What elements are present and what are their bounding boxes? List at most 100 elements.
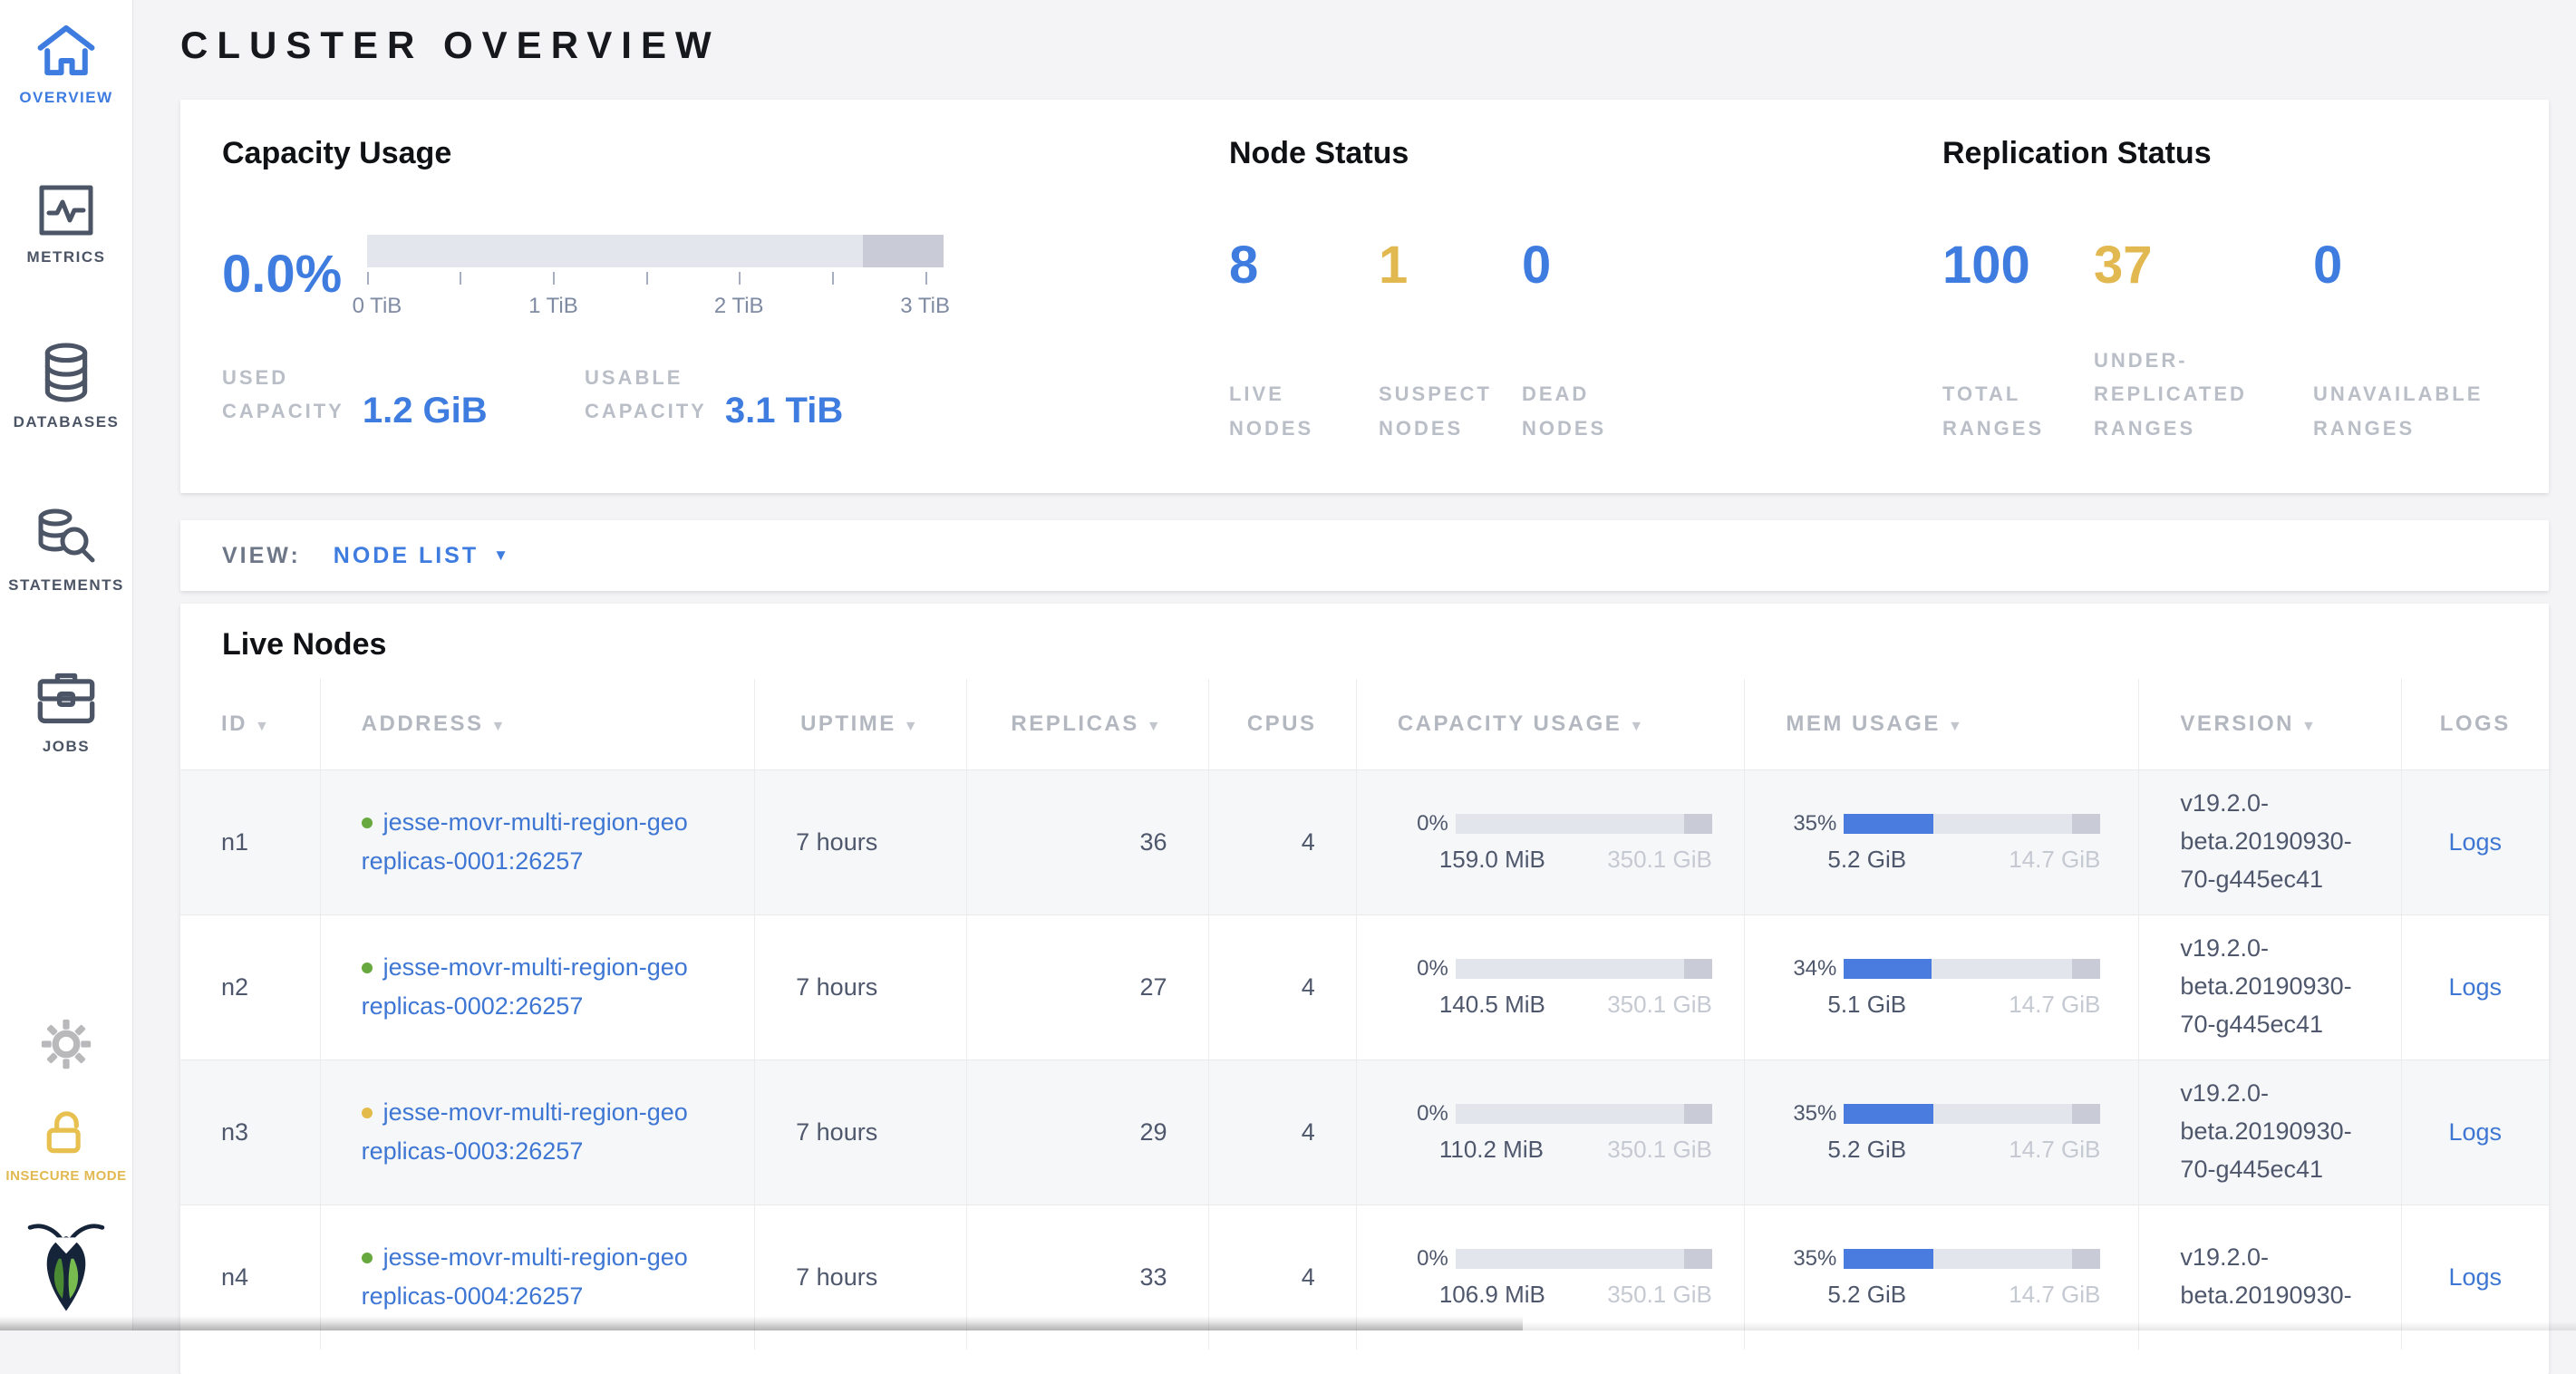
metrics-icon (37, 183, 95, 237)
node-status-title: Node Status (1228, 136, 1409, 170)
sidebar-item-metrics[interactable]: METRICS (0, 183, 132, 266)
sidebar: OVERVIEW METRICS DATABASES (0, 0, 133, 1330)
view-selector-bar: VIEW: NODE LIST ▼ (180, 520, 2549, 591)
logs-link[interactable]: Logs (2448, 972, 2502, 1001)
node-address-cell: jesse-movr-multi-region-geo replicas-000… (320, 1060, 756, 1205)
node-health-dot (361, 1107, 373, 1118)
node-status-section: Node Status 8 LIVE NODES 1 SUSPECT NODES (1229, 100, 1942, 493)
sidebar-item-overview[interactable]: OVERVIEW (0, 22, 132, 107)
table-row-n3: n3 jesse-movr-multi-region-geo replicas-… (180, 1060, 2549, 1205)
capacity-usage-section: Capacity Usage 0.0% 0 TiB (180, 100, 1229, 493)
node-health-dot (361, 817, 373, 828)
sidebar-item-databases[interactable]: DATABASES (0, 343, 132, 431)
replication-status-section: Replication Status 100 TOTAL RANGES 37 U… (1942, 100, 2549, 493)
column-header-capacity-usage[interactable]: CAPACITY USAGE ▼ (1356, 679, 1746, 769)
sidebar-item-label: METRICS (26, 248, 106, 266)
node-cpus: 4 (1208, 769, 1357, 914)
node-cpus: 4 (1208, 914, 1357, 1060)
node-id: n4 (180, 1205, 321, 1350)
sort-icon: ▼ (1629, 718, 1646, 734)
used-capacity-value: 1.2 GiB (362, 390, 488, 431)
view-dropdown[interactable]: NODE LIST (333, 542, 479, 568)
capacity-usage-title: Capacity Usage (222, 136, 452, 170)
sort-icon: ▼ (2300, 718, 2319, 734)
sort-icon: ▼ (1947, 718, 1965, 734)
node-replicas: 27 (966, 914, 1209, 1060)
column-header-address[interactable]: ADDRESS ▼ (320, 679, 756, 769)
node-memory-cell: 35% 5.2 GiB 14.7 GiB (1744, 1205, 2140, 1350)
node-address-link[interactable]: jesse-movr-multi-region-geo (383, 808, 688, 836)
logs-link[interactable]: Logs (2448, 1263, 2502, 1291)
total-ranges-stat: 100 TOTAL RANGES (1942, 236, 2045, 440)
column-header-replicas[interactable]: REPLICAS ▼ (966, 679, 1209, 769)
cockroachdb-logo[interactable] (26, 1216, 106, 1316)
chevron-down-icon[interactable]: ▼ (493, 547, 508, 564)
sidebar-item-label: JOBS (42, 738, 91, 755)
cluster-summary-panel: Capacity Usage 0.0% 0 TiB (180, 100, 2549, 493)
sidebar-item-label: OVERVIEW (19, 89, 113, 106)
node-memory-cell: 35% 5.2 GiB 14.7 GiB (1744, 769, 2140, 914)
sort-icon: ▼ (255, 718, 272, 734)
logs-link[interactable]: Logs (2448, 827, 2502, 856)
used-capacity-stat: USED CAPACITY 1.2 GiB (222, 361, 585, 431)
capacity-percent: 0.0% (222, 245, 343, 304)
home-icon (34, 22, 98, 78)
usable-capacity-value: 3.1 TiB (724, 390, 844, 431)
node-address-link[interactable]: jesse-movr-multi-region-geo (383, 1098, 688, 1126)
open-lock-icon (39, 1105, 93, 1159)
replication-status-title: Replication Status (1942, 136, 2212, 170)
sidebar-footer: INSECURE MODE (0, 1018, 132, 1330)
sidebar-item-jobs[interactable]: JOBS (0, 671, 132, 756)
live-nodes-title: Live Nodes (222, 627, 387, 662)
capacity-axis: 0 TiB 1 TiB 2 TiB 3 TiB (353, 272, 950, 318)
settings-button[interactable] (0, 1018, 132, 1070)
node-address-cell: jesse-movr-multi-region-geo replicas-000… (320, 769, 756, 914)
node-version: v19.2.0- beta.20190930- (2138, 1205, 2403, 1350)
node-health-dot (361, 1253, 373, 1264)
capacity-meter-reserved (862, 235, 944, 267)
node-address-link[interactable]: jesse-movr-multi-region-geo (383, 953, 688, 981)
sort-icon: ▼ (903, 718, 921, 734)
node-logs-cell: Logs (2402, 1060, 2549, 1205)
usable-capacity-stat: USABLE CAPACITY 3.1 TiB (585, 361, 844, 431)
node-logs-cell: Logs (2402, 1205, 2549, 1350)
insecure-mode-indicator[interactable]: INSECURE MODE (0, 1105, 132, 1184)
sidebar-item-label: DATABASES (13, 413, 120, 431)
logs-link[interactable]: Logs (2448, 1118, 2502, 1146)
mem-usage-meter: 34% 5.1 GiB 14.7 GiB (1793, 955, 2101, 1018)
sidebar-item-label: STATEMENTS (8, 576, 124, 594)
node-uptime: 7 hours (754, 769, 967, 914)
column-header-cpus[interactable]: CPUS (1208, 679, 1357, 769)
node-address-link[interactable]: replicas-0001:26257 (361, 847, 584, 875)
column-header-mem-usage[interactable]: MEM USAGE ▼ (1744, 679, 2140, 769)
node-version: v19.2.0- beta.20190930- 70-g445ec41 (2138, 1060, 2403, 1205)
capacity-bar-chart: 0 TiB 1 TiB 2 TiB 3 TiB (353, 235, 956, 318)
insecure-mode-label: INSECURE MODE (5, 1168, 127, 1184)
database-icon (40, 343, 92, 402)
node-address-link[interactable]: replicas-0004:26257 (361, 1282, 584, 1311)
node-address-link[interactable]: replicas-0002:26257 (361, 992, 584, 1020)
column-header-version[interactable]: VERSION ▼ (2138, 679, 2403, 769)
gear-icon (40, 1018, 92, 1070)
under-replicated-ranges-stat: 37 UNDER- REPLICATED RANGES (2094, 236, 2247, 440)
usable-capacity-label: USABLE CAPACITY (585, 366, 707, 423)
axis-tick-label: 0 TiB (352, 294, 402, 318)
suspect-nodes-stat: 1 SUSPECT NODES (1378, 236, 1492, 440)
sidebar-item-statements[interactable]: STATEMENTS (0, 508, 132, 595)
node-memory-cell: 34% 5.1 GiB 14.7 GiB (1744, 914, 2140, 1060)
dead-nodes-stat: 0 DEAD NODES (1521, 236, 1607, 440)
node-id: n3 (180, 1060, 321, 1205)
node-address-link[interactable]: replicas-0003:26257 (361, 1137, 584, 1165)
sort-icon: ▼ (1146, 718, 1164, 734)
node-address-link[interactable]: jesse-movr-multi-region-geo (383, 1243, 688, 1272)
node-uptime: 7 hours (754, 914, 967, 1060)
node-version: v19.2.0- beta.20190930- 70-g445ec41 (2138, 914, 2403, 1060)
node-id: n2 (180, 914, 321, 1060)
column-header-id[interactable]: ID ▼ (180, 679, 321, 769)
node-uptime: 7 hours (754, 1205, 967, 1350)
table-row-n2: n2 jesse-movr-multi-region-geo replicas-… (180, 914, 2549, 1060)
table-row-n1: n1 jesse-movr-multi-region-geo replicas-… (180, 769, 2549, 914)
column-header-uptime[interactable]: UPTIME ▼ (754, 679, 967, 769)
axis-tick-label: 3 TiB (900, 294, 950, 318)
node-logs-cell: Logs (2402, 914, 2549, 1060)
